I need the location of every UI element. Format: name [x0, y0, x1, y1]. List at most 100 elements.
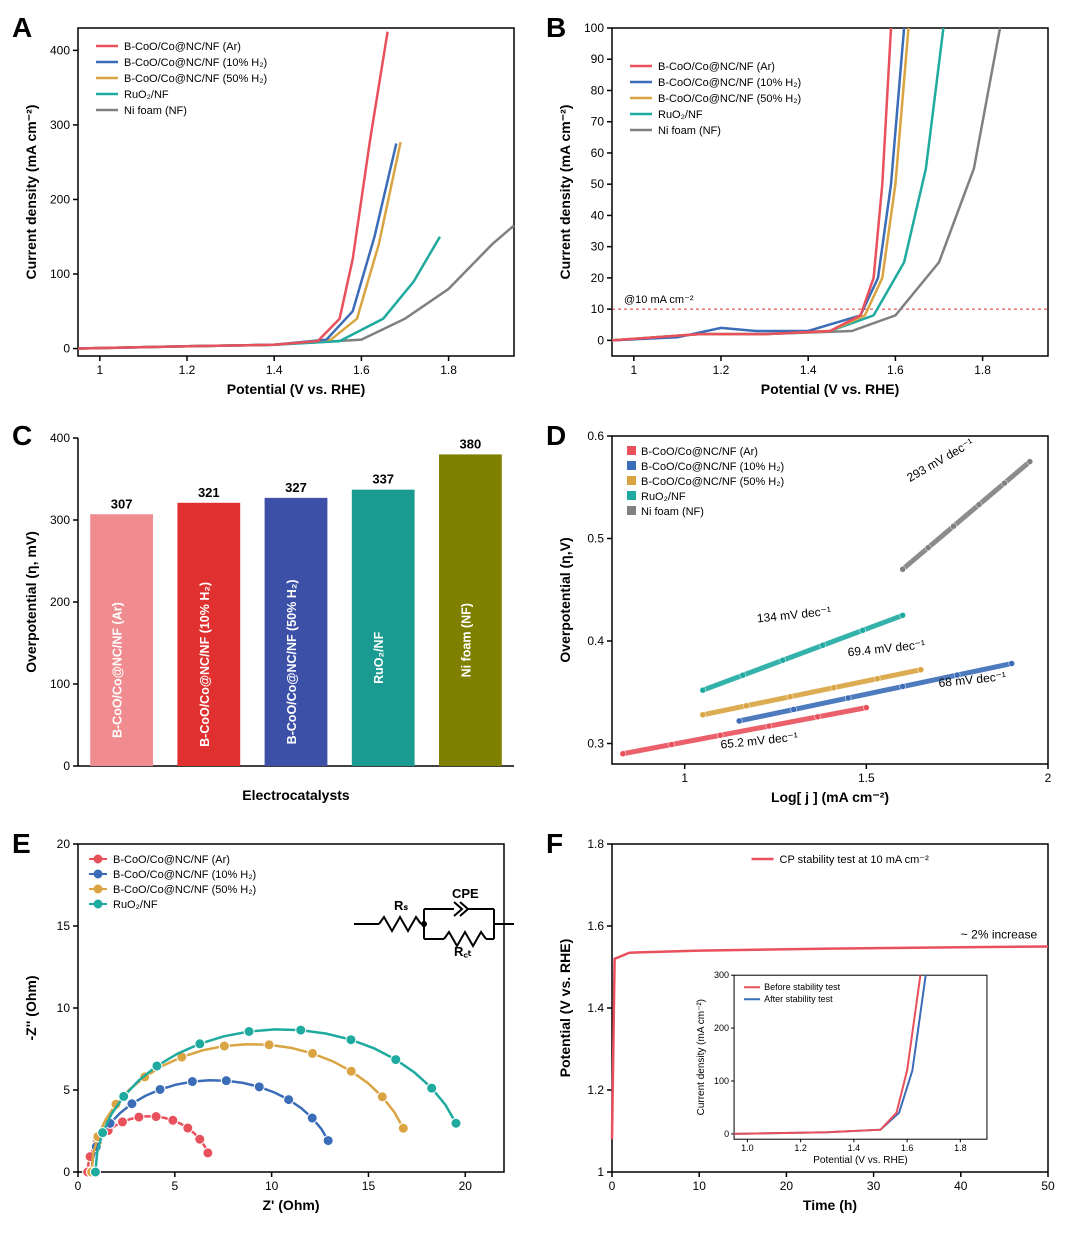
svg-text:Time (h): Time (h) [803, 1197, 857, 1213]
svg-text:CPE: CPE [452, 886, 479, 901]
svg-text:B-CoO/Co@NC/NF (10% H₂): B-CoO/Co@NC/NF (10% H₂) [641, 461, 784, 473]
svg-text:~ 2% increase: ~ 2% increase [961, 927, 1038, 941]
svg-text:CP stability test at 10 mA cm⁻: CP stability test at 10 mA cm⁻² [780, 854, 930, 866]
svg-text:B-CoO/Co@NC/NF (Ar): B-CoO/Co@NC/NF (Ar) [124, 41, 241, 53]
svg-text:68 mV dec⁻¹: 68 mV dec⁻¹ [938, 669, 1007, 690]
svg-text:0: 0 [724, 1129, 729, 1139]
svg-text:1.0: 1.0 [741, 1143, 754, 1153]
svg-text:0.4: 0.4 [587, 634, 604, 648]
svg-text:Ni foam (NF): Ni foam (NF) [124, 105, 187, 117]
svg-text:-Z'' (Ohm): -Z'' (Ohm) [23, 976, 39, 1041]
svg-text:Rₛ: Rₛ [394, 898, 408, 913]
svg-text:B-CoO/Co@NC/NF (10% H₂): B-CoO/Co@NC/NF (10% H₂) [124, 57, 267, 69]
panel-C-label: C [12, 420, 32, 452]
svg-text:5: 5 [171, 1179, 178, 1193]
svg-text:Potential (V vs. RHE): Potential (V vs. RHE) [761, 381, 899, 397]
panel-B-label: B [546, 12, 566, 44]
svg-text:134 mV dec⁻¹: 134 mV dec⁻¹ [756, 604, 831, 626]
panel-A: A11.21.41.61.80100200300400Potential (V … [10, 10, 536, 410]
svg-text:300: 300 [50, 118, 70, 132]
svg-text:B-CoO/Co@NC/NF (50% H₂): B-CoO/Co@NC/NF (50% H₂) [113, 884, 256, 896]
svg-text:10: 10 [265, 1179, 279, 1193]
svg-text:1.6: 1.6 [353, 363, 370, 377]
svg-text:Ni foam (NF): Ni foam (NF) [641, 506, 704, 518]
svg-text:0: 0 [609, 1179, 616, 1193]
panel-E: E0510152005101520Z' (Ohm)-Z'' (Ohm)B-CoO… [10, 826, 536, 1226]
svg-text:400: 400 [50, 431, 70, 445]
svg-text:RuO₂/NF: RuO₂/NF [113, 899, 158, 911]
svg-text:1.2: 1.2 [587, 1083, 604, 1097]
svg-text:R꜀ₜ: R꜀ₜ [454, 944, 472, 959]
svg-text:70: 70 [591, 115, 605, 129]
svg-text:5: 5 [63, 1083, 70, 1097]
svg-text:B-CoO/Co@NC/NF (Ar): B-CoO/Co@NC/NF (Ar) [641, 446, 758, 458]
svg-text:1.8: 1.8 [587, 837, 604, 851]
svg-text:Log[ j ] (mA cm⁻²): Log[ j ] (mA cm⁻²) [771, 789, 889, 805]
svg-text:40: 40 [591, 208, 605, 222]
svg-text:100: 100 [714, 1076, 729, 1086]
svg-text:15: 15 [362, 1179, 376, 1193]
svg-text:1.6: 1.6 [901, 1143, 914, 1153]
svg-text:Current density (mA cm⁻²): Current density (mA cm⁻²) [557, 105, 573, 280]
svg-text:Electrocatalysts: Electrocatalysts [242, 787, 350, 803]
svg-text:20: 20 [57, 837, 71, 851]
svg-text:200: 200 [50, 192, 70, 206]
svg-text:After stability test: After stability test [764, 994, 833, 1004]
svg-text:1.8: 1.8 [974, 363, 991, 377]
svg-text:20: 20 [459, 1179, 473, 1193]
svg-text:Before stability test: Before stability test [764, 982, 841, 992]
svg-text:B-CoO/Co@NC/NF (50% H₂): B-CoO/Co@NC/NF (50% H₂) [658, 93, 801, 105]
panel-F-label: F [546, 828, 563, 860]
svg-text:293 mV dec⁻¹: 293 mV dec⁻¹ [904, 435, 975, 484]
svg-text:0.6: 0.6 [587, 429, 604, 443]
svg-text:B-CoO/Co@NC/NF (Ar): B-CoO/Co@NC/NF (Ar) [113, 854, 230, 866]
svg-text:60: 60 [591, 146, 605, 160]
svg-text:Ni foam (NF): Ni foam (NF) [459, 603, 473, 677]
figure-grid: A11.21.41.61.80100200300400Potential (V … [10, 10, 1070, 1226]
svg-text:50: 50 [591, 177, 605, 191]
svg-text:1.4: 1.4 [848, 1143, 861, 1153]
svg-text:30: 30 [591, 240, 605, 254]
svg-text:Potential (V vs. RHE): Potential (V vs. RHE) [557, 939, 573, 1077]
svg-text:1.6: 1.6 [587, 919, 604, 933]
panel-D: D11.520.30.40.50.6Log[ j ] (mA cm⁻²)Over… [544, 418, 1070, 818]
svg-text:30: 30 [867, 1179, 881, 1193]
svg-text:10: 10 [57, 1001, 71, 1015]
svg-text:90: 90 [591, 52, 605, 66]
svg-text:1.4: 1.4 [587, 1001, 604, 1015]
svg-text:2: 2 [1045, 771, 1052, 785]
svg-text:Potential (V vs. RHE): Potential (V vs. RHE) [813, 1155, 907, 1166]
svg-text:1.2: 1.2 [713, 363, 730, 377]
svg-text:Overpotential (η,V): Overpotential (η,V) [557, 537, 573, 662]
panel-A-label: A [12, 12, 32, 44]
svg-text:0: 0 [63, 342, 70, 356]
svg-text:10: 10 [591, 302, 605, 316]
svg-text:B-CoO/Co@NC/NF (10% H₂): B-CoO/Co@NC/NF (10% H₂) [658, 77, 801, 89]
svg-text:1.5: 1.5 [858, 771, 875, 785]
svg-text:0: 0 [63, 759, 70, 773]
svg-text:RuO₂/NF: RuO₂/NF [372, 631, 386, 683]
svg-text:100: 100 [50, 677, 70, 691]
svg-text:@10 mA cm⁻²: @10 mA cm⁻² [624, 294, 694, 306]
svg-text:400: 400 [50, 43, 70, 57]
svg-text:1.4: 1.4 [266, 363, 283, 377]
svg-text:Overpotential (η, mV): Overpotential (η, mV) [23, 531, 39, 673]
svg-text:327: 327 [285, 480, 307, 495]
svg-text:300: 300 [50, 513, 70, 527]
svg-text:0.3: 0.3 [587, 737, 604, 751]
panel-E-label: E [12, 828, 31, 860]
svg-text:B-CoO/Co@NC/NF (10% H₂): B-CoO/Co@NC/NF (10% H₂) [198, 582, 212, 747]
svg-text:80: 80 [591, 83, 605, 97]
svg-text:0: 0 [597, 333, 604, 347]
svg-text:100: 100 [50, 267, 70, 281]
svg-text:0: 0 [63, 1165, 70, 1179]
svg-text:100: 100 [584, 21, 604, 35]
svg-text:50: 50 [1041, 1179, 1055, 1193]
svg-text:15: 15 [57, 919, 71, 933]
svg-text:Current density (mA cm⁻²): Current density (mA cm⁻²) [23, 105, 39, 280]
svg-text:B-CoO/Co@NC/NF (50% H₂): B-CoO/Co@NC/NF (50% H₂) [285, 579, 299, 744]
svg-text:1.6: 1.6 [887, 363, 904, 377]
svg-text:1: 1 [96, 363, 103, 377]
svg-text:200: 200 [50, 595, 70, 609]
svg-text:RuO₂/NF: RuO₂/NF [124, 89, 169, 101]
